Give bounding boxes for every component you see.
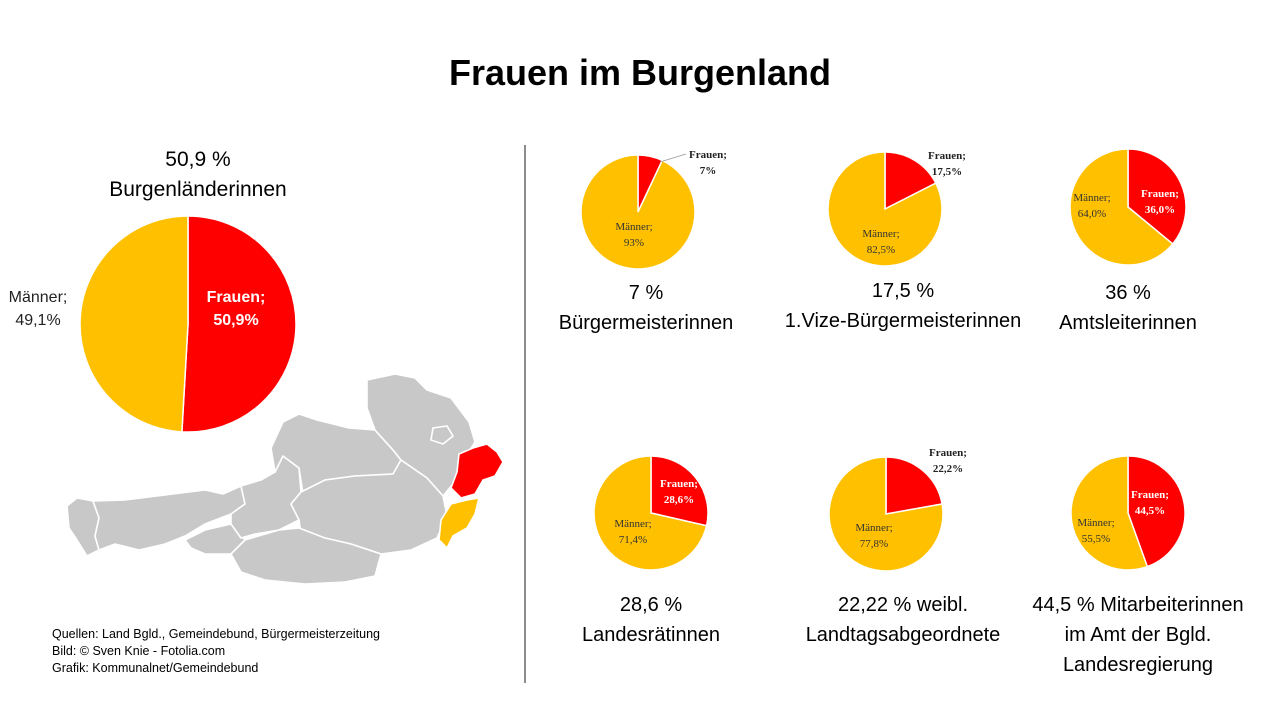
pie-chart-landesraetinnen: Frauen; 28,6% Männer; 71,4% — [593, 455, 709, 571]
caption-line: 17,5 % — [871, 280, 935, 302]
pie-data-label: Männer; 49,1% — [9, 289, 68, 329]
pie-chart-amtsleiterinnen: Frauen; 36,0% Männer; 64,0% — [1069, 148, 1187, 266]
caption-line: 22,22 % weibl. — [837, 594, 969, 616]
caption-landesraetinnen: 28,6 % Landesrätinnen — [556, 590, 746, 650]
map-kaernten — [230, 527, 382, 585]
pie-chart-mitarbeiterinnen: Frauen; 44,5% Männer; 55,5% — [1070, 455, 1186, 571]
map-burgenland-north — [450, 443, 504, 499]
pie-data-label: Frauen; 22,2% — [929, 447, 967, 475]
leader-line — [659, 153, 687, 163]
pie-data-label: Männer; 55,5% — [1077, 517, 1114, 545]
pie-slice-maenner — [827, 151, 943, 267]
pie-slice-frauen — [181, 215, 297, 433]
pie-data-label: Männer; 82,5% — [862, 228, 899, 256]
pie-slice-frauen — [885, 456, 943, 515]
pie-data-label: Männer; 71,4% — [614, 518, 651, 546]
pie-data-label: Männer; 77,8% — [855, 522, 892, 550]
pie-slice-maenner — [828, 456, 944, 572]
pie-slice-maenner — [79, 215, 189, 433]
caption-line: 44,5 % Mitarbeiterinnen — [1032, 594, 1244, 616]
pie-data-label: Frauen; 36,0% — [1141, 188, 1179, 216]
caption-line: 1.Vize-Bürgermeisterinnen — [784, 310, 1022, 332]
sources-block: Quellen: Land Bgld., Gemeindebund, Bürge… — [52, 626, 380, 677]
pie-slice-maenner — [580, 154, 696, 270]
main-caption: 50,9 % Burgenländerinnen — [60, 145, 336, 205]
map-tirol — [92, 485, 246, 551]
pie-data-label: Frauen; 17,5% — [928, 150, 966, 178]
pie-data-label: Frauen; 44,5% — [1131, 489, 1169, 517]
caption-line: Landesrätinnen — [582, 624, 720, 646]
pie-slice-maenner — [1070, 455, 1149, 571]
sources-line: Quellen: Land Bgld., Gemeindebund, Bürge… — [52, 627, 380, 641]
pie-slice-frauen — [884, 151, 937, 211]
map-wien — [430, 425, 455, 445]
caption-line: Landesregierung — [1062, 654, 1214, 676]
pie-chart-vize: Frauen; 17,5% Männer; 82,5% — [827, 150, 966, 267]
map-burgenland-south — [438, 497, 481, 550]
main-caption-label: Burgenländerinnen — [109, 178, 287, 201]
vertical-divider — [524, 145, 526, 683]
pie-data-label: Frauen; 7% — [689, 149, 727, 177]
pie-chart-landtag: Frauen; 22,2% Männer; 77,8% — [828, 447, 967, 572]
credit-line: Grafik: Kommunalnet/Gemeindebund — [52, 661, 259, 675]
caption-line: 36 % — [1105, 282, 1151, 304]
caption-line: Bürgermeisterinnen — [558, 312, 734, 334]
pie-slice-frauen — [1127, 455, 1186, 568]
caption-line: 28,6 % — [619, 594, 683, 616]
main-caption-value: 50,9 % — [165, 148, 231, 171]
caption-line: 7 % — [628, 282, 664, 304]
pie-data-label: Männer; 93% — [615, 221, 652, 249]
chart-title: Frauen im Burgenland — [448, 52, 832, 93]
pie-slice-frauen — [1127, 148, 1187, 246]
caption-line: Landtagsabgeordnete — [805, 624, 1001, 646]
pie-data-label: Frauen; 28,6% — [660, 478, 698, 506]
pie-slice-maenner — [593, 455, 708, 571]
caption-buergermeisterinnen: 7 % Bürgermeisterinnen — [540, 278, 752, 338]
pie-slice-frauen — [650, 455, 709, 527]
credit-line: Bild: © Sven Knie - Fotolia.com — [52, 644, 226, 658]
caption-mitarbeiterinnen: 44,5 % Mitarbeiterinnen im Amt der Bgld.… — [1006, 590, 1270, 680]
pie-slice-maenner — [1069, 148, 1174, 266]
caption-vize: 17,5 % 1.Vize-Bürgermeisterinnen — [768, 276, 1038, 336]
austria-map-image — [66, 373, 504, 585]
caption-amtsleiterinnen: 36 % Amtsleiterinnen — [1040, 278, 1216, 338]
caption-line: Amtsleiterinnen — [1059, 312, 1197, 334]
pie-chart-buergermeisterinnen: Frauen; 7% Männer; 93% — [580, 149, 727, 270]
caption-landtag: 22,22 % weibl. Landtagsabgeordnete — [768, 590, 1038, 650]
pie-chart-main: Frauen; 50,9% Männer; 49,1% — [9, 215, 297, 433]
pie-data-label: Männer; 64,0% — [1073, 192, 1110, 220]
pie-data-label: Frauen; 50,9% — [207, 289, 266, 329]
caption-line: im Amt der Bgld. — [1064, 624, 1212, 646]
